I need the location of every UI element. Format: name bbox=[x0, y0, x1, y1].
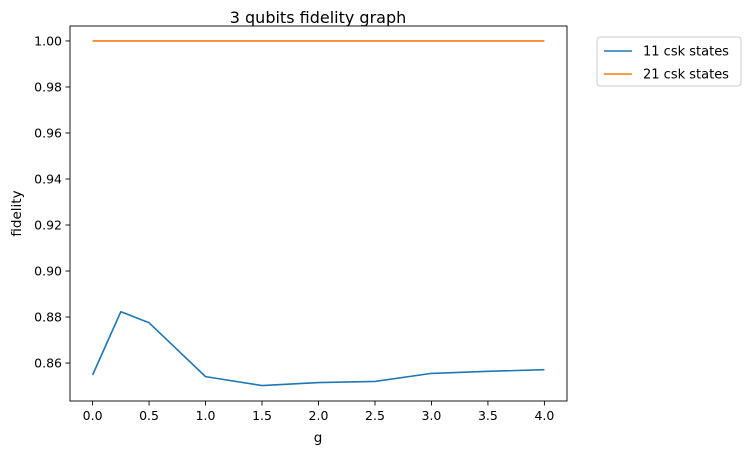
y-tick-label: 0.98 bbox=[34, 79, 62, 94]
x-tick-label: 3.0 bbox=[422, 408, 442, 423]
y-axis-ticks: 0.86 0.88 0.90 0.92 0.94 0.96 0.98 1.00 bbox=[34, 33, 70, 371]
series-layer bbox=[91, 40, 545, 387]
x-tick-label: 4.0 bbox=[534, 408, 554, 423]
x-tick-label: 2.5 bbox=[365, 408, 385, 423]
x-axis-ticks: 0.0 0.5 1.0 1.5 2.0 2.5 3.0 3.5 4.0 bbox=[83, 401, 554, 423]
legend-label-2: 21 csk states bbox=[643, 68, 729, 83]
legend-label-1: 11 csk states bbox=[643, 45, 729, 60]
y-tick-label: 0.88 bbox=[34, 310, 62, 325]
x-tick-label: 0.5 bbox=[139, 408, 159, 423]
x-axis-label: g bbox=[314, 430, 323, 446]
y-tick-label: 0.86 bbox=[34, 356, 62, 371]
legend: 11 csk states 21 csk states bbox=[596, 36, 742, 87]
y-tick-label: 1.00 bbox=[34, 33, 62, 48]
x-tick-label: 3.5 bbox=[478, 408, 498, 423]
chart-title: 3 qubits fidelity graph bbox=[230, 8, 407, 27]
x-tick-label: 0.0 bbox=[83, 408, 103, 423]
y-tick-label: 0.94 bbox=[34, 171, 62, 186]
y-tick-label: 0.96 bbox=[34, 125, 62, 140]
x-tick-label: 1.5 bbox=[252, 408, 272, 423]
plot-frame bbox=[69, 25, 568, 402]
y-tick-label: 0.90 bbox=[34, 264, 62, 279]
y-tick-label: 0.92 bbox=[34, 218, 62, 233]
x-tick-label: 1.0 bbox=[196, 408, 216, 423]
series-line-1 bbox=[91, 310, 545, 387]
x-tick-label: 2.0 bbox=[309, 408, 329, 423]
legend-box bbox=[596, 36, 742, 87]
y-axis-label: fidelity bbox=[9, 190, 25, 236]
